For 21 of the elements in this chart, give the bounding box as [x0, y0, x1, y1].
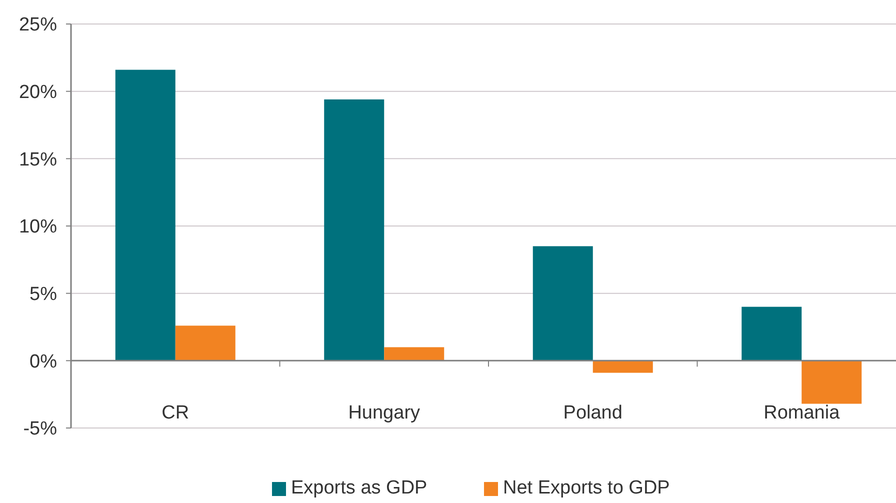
bar: [175, 326, 236, 361]
y-tick-label: 10%: [18, 216, 58, 238]
bar: [115, 70, 176, 361]
bar: [802, 360, 862, 404]
legend-label: Exports as GDP: [291, 478, 428, 499]
x-tick-label: CR: [162, 402, 190, 424]
y-tick-label: 25%: [18, 14, 58, 36]
legend-label: Net Exports to GDP: [503, 478, 670, 499]
y-tick-label: 5%: [30, 284, 58, 305]
y-tick-label: -5%: [23, 418, 58, 440]
y-tick-label: 20%: [18, 82, 58, 103]
x-tick-label: Hungary: [348, 402, 421, 424]
y-tick-label: 15%: [18, 149, 58, 170]
bar: [532, 246, 593, 361]
bar: [384, 347, 444, 361]
bar: [742, 306, 802, 361]
bar: [324, 99, 384, 361]
x-tick-label: Poland: [563, 402, 622, 424]
bar: [592, 360, 653, 373]
y-tick-label: 0%: [30, 351, 58, 372]
x-tick-label: Romania: [764, 402, 840, 424]
